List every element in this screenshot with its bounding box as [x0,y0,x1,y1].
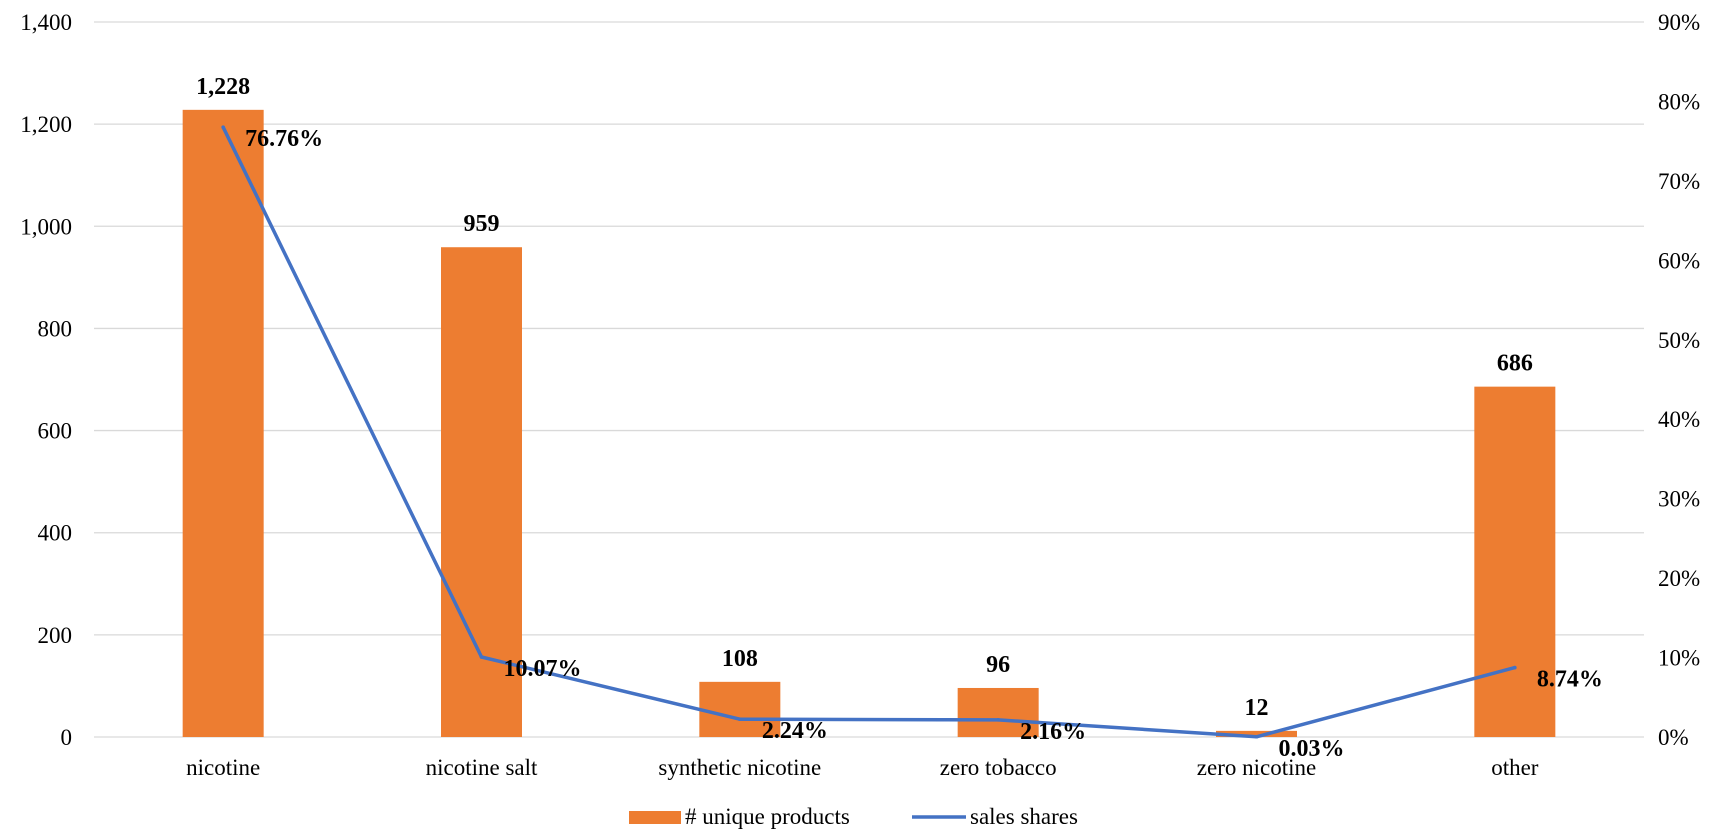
left-tick-label: 400 [38,521,73,546]
bar [699,681,781,737]
line-data-label: 10.07% [504,656,582,682]
legend-bar-label: # unique products [685,804,850,829]
line-data-label: 2.24% [762,718,828,744]
line-data-label: 2.16% [1020,719,1086,745]
right-tick-label: 80% [1658,89,1700,114]
line-data-label: 0.03% [1279,736,1345,762]
bar-data-label: 1,228 [196,74,250,100]
line-point [1254,734,1259,739]
right-tick-label: 10% [1658,646,1700,671]
right-y-axis: 0% 10% 20% 30% 40% 50% 60% 70% 80% 90% [1658,10,1700,750]
bar [1216,730,1297,737]
bar-data-label: 959 [464,211,500,237]
category-label: zero tobacco [940,755,1057,780]
category-label: nicotine [186,755,260,780]
bar-data-label: 108 [722,646,758,672]
left-tick-label: 1,400 [20,10,72,35]
line-data-label: 76.76% [245,126,323,152]
bar [1474,386,1556,737]
left-tick-label: 200 [38,623,73,648]
left-tick-label: 1,200 [20,112,72,137]
legend-line-label: sales shares [970,804,1078,829]
line-point [738,717,742,722]
left-tick-label: 800 [38,316,73,341]
right-tick-label: 70% [1658,169,1700,194]
left-tick-label: 1,000 [20,214,72,239]
right-tick-label: 30% [1658,487,1700,512]
right-tick-label: 50% [1658,328,1700,353]
right-tick-label: 20% [1658,566,1700,591]
line-series [221,125,1517,739]
line-point [479,655,484,659]
right-tick-label: 40% [1658,407,1700,432]
line-data-label: 8.74% [1537,667,1603,693]
category-label: zero nicotine [1197,755,1316,780]
line-point [996,718,1000,722]
legend: # unique products sales shares [629,804,1078,829]
category-label: nicotine salt [426,755,538,780]
sales-shares-line [221,126,1516,739]
gridlines [94,21,1644,738]
line-point [1513,665,1517,670]
bar-data-label: 686 [1497,351,1533,377]
right-tick-label: 90% [1658,10,1700,35]
right-tick-label: 60% [1658,248,1700,273]
bar-data-label: 96 [986,652,1010,678]
left-y-axis: 0 200 400 600 800 1,000 1,200 1,400 [20,10,72,750]
bar [182,109,264,738]
legend-bar-swatch [629,811,681,824]
bar-data-labels: 1,228 959 108 96 12 686 [196,74,1533,721]
bar [957,687,1039,737]
left-tick-label: 0 [61,725,73,750]
bar-data-label: 12 [1245,695,1269,721]
line-point [221,125,225,129]
left-tick-label: 600 [38,419,73,444]
bar-series [182,109,1556,738]
category-label: synthetic nicotine [658,755,821,780]
x-axis-categories: nicotine nicotine salt synthetic nicotine z… [186,755,1539,780]
line-data-labels: 76.76% 10.07% 2.24% 2.16% 0.03% 8.74% [245,126,1603,762]
right-tick-label: 0% [1658,725,1689,750]
category-label: other [1491,755,1539,780]
